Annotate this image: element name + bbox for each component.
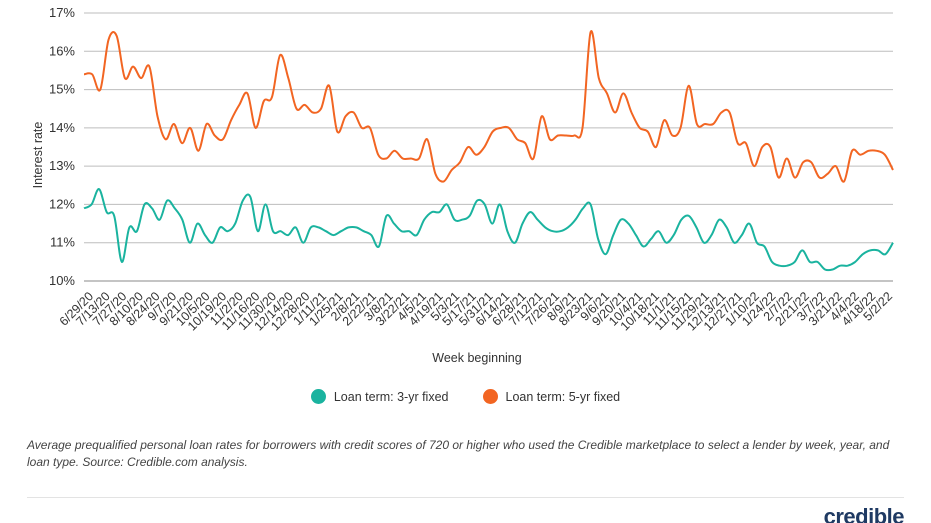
legend: Loan term: 3-yr fixed Loan term: 5-yr fi… [0,389,931,404]
legend-label-5yr: Loan term: 5-yr fixed [505,389,621,404]
series-lines [83,30,894,272]
y-tick-label: 11% [50,235,75,250]
y-tick-label: 17% [49,5,75,20]
y-tick-labels: 10% 11% 12% 13% 14% 15% 16% 17% [49,5,75,288]
footer-divider [27,497,904,498]
legend-label-3yr: Loan term: 3-yr fixed [333,389,449,404]
x-axis-label: Week beginning [432,351,521,365]
legend-swatch-3yr [310,389,326,404]
legend-swatch-5yr [482,389,498,404]
series-line-5yr [83,30,894,183]
y-tick-label: 16% [49,43,75,58]
credible-logo[interactable]: credible [823,506,904,523]
y-tick-label: 13% [49,158,75,173]
legend-item-3yr[interactable]: Loan term: 3-yr fixed [310,389,449,404]
line-chart: 10% 11% 12% 13% 14% 15% 16% 17% 6/29/207/13/207… [31,5,895,365]
y-axis-label: Interest rate [31,122,45,189]
y-tick-label: 12% [49,196,75,211]
gridlines [84,12,893,282]
series-line-3yr [83,188,894,272]
x-tick-labels: 6/29/207/13/207/27/208/10/208/24/209/7/2… [57,289,895,333]
y-tick-label: 10% [49,273,75,288]
chart-caption: Average prequalified personal loan rates… [27,438,890,469]
y-tick-label: 15% [49,82,75,97]
y-tick-label: 14% [49,120,75,135]
legend-item-5yr[interactable]: Loan term: 5-yr fixed [482,389,621,404]
